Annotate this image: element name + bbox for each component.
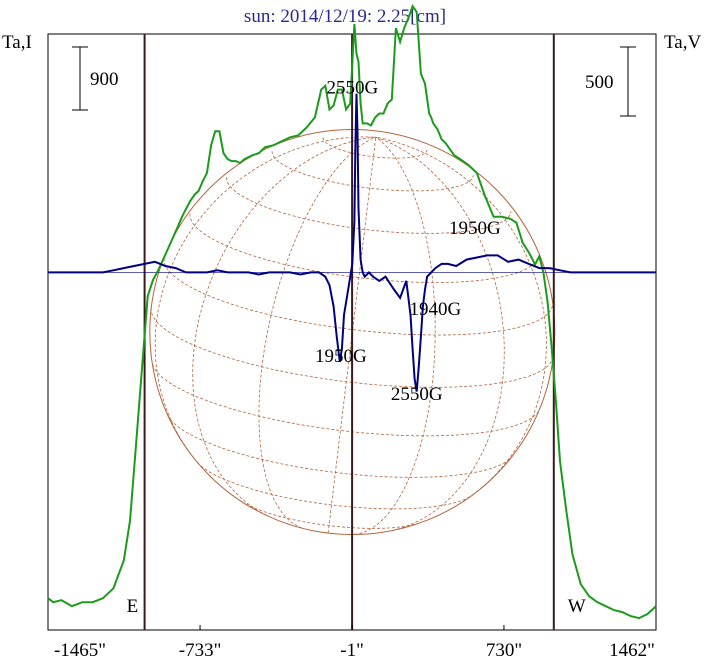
- limb-label: W: [568, 596, 586, 617]
- left-scale-bar-value: 900: [90, 69, 119, 90]
- annotations: 2550G 1950G 1940G 1950G 2550G: [315, 78, 501, 406]
- grid-parallel: [314, 530, 342, 535]
- grid-parallel: [163, 258, 553, 336]
- field-strength-label: 1940G: [410, 299, 462, 320]
- left-scale-bar: [72, 46, 88, 111]
- x-tick-label: -733": [179, 640, 222, 661]
- field-strength-label: 2550G: [391, 384, 443, 405]
- grid-meridian: [375, 136, 547, 496]
- grid-parallel: [240, 500, 421, 529]
- grid-parallel: [197, 462, 473, 510]
- grid-parallel: [271, 151, 474, 192]
- grid-meridian: [354, 136, 436, 535]
- grid-parallel: [150, 307, 554, 388]
- series-intensity-line: [47, 4, 657, 620]
- grid-meridian: [154, 136, 376, 463]
- field-strength-label: 1950G: [315, 346, 367, 367]
- x-tick-label: -1": [340, 640, 364, 661]
- right-scale-bar: [620, 46, 636, 117]
- right-scale-bar-value: 500: [585, 72, 614, 93]
- grid-parallel: [152, 364, 540, 437]
- series-layer: [47, 4, 657, 620]
- x-tick-label: -1465": [54, 640, 106, 661]
- grid-meridian: [375, 136, 505, 531]
- chart-title: sun: 2014/12/19: 2.25[cm]: [244, 6, 446, 27]
- field-strength-label: 1950G: [449, 218, 501, 239]
- grid-parallel: [322, 137, 428, 159]
- right-axis-label: Ta,V: [664, 32, 701, 53]
- x-tick-label: 730": [486, 640, 522, 661]
- left-axis-label: Ta,I: [2, 32, 32, 53]
- grid-meridian: [192, 136, 376, 516]
- series-polarization-line: [48, 93, 656, 392]
- grid-parallel: [167, 415, 512, 478]
- x-axis-ticks: -1465" -733" -1" 730" 1462": [47, 625, 657, 661]
- grid-parallel: [189, 213, 539, 283]
- x-tick-label: 1462": [609, 640, 655, 661]
- limb-label: E: [127, 596, 139, 617]
- grid-parallel: [226, 177, 512, 234]
- field-strength-label: 2550G: [326, 78, 378, 99]
